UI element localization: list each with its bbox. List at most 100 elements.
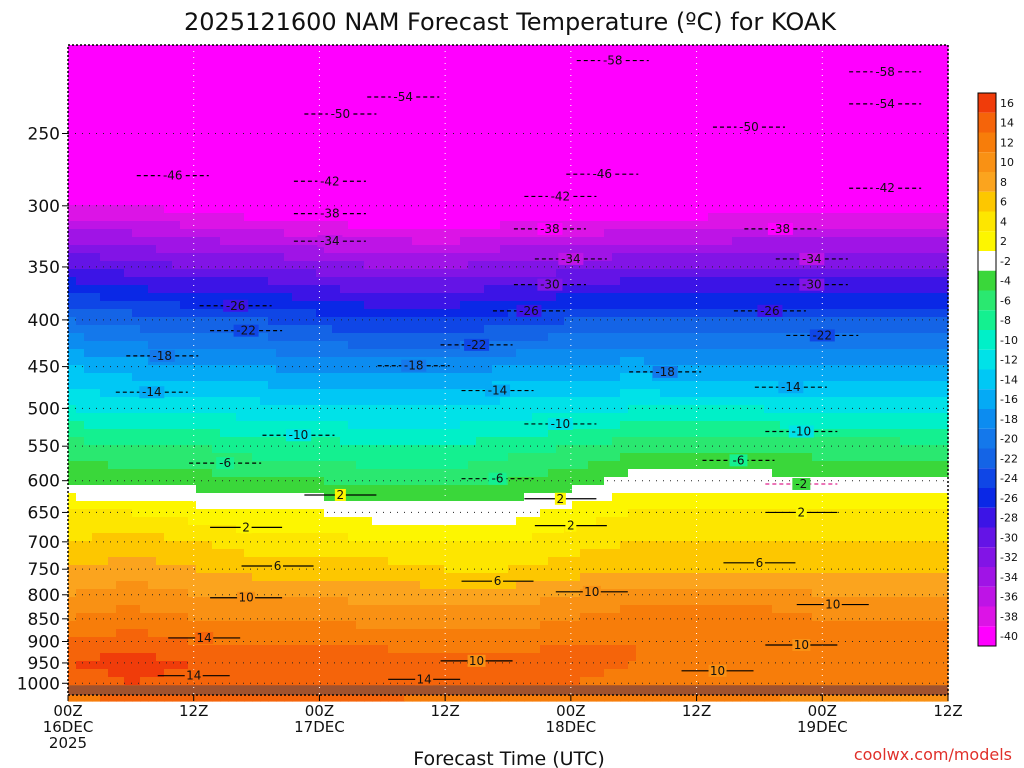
temperature-cell (132, 261, 141, 270)
temperature-cell (444, 645, 453, 654)
temperature-cell (404, 477, 413, 486)
temperature-cell (140, 157, 149, 166)
temperature-cell (148, 141, 157, 150)
temperature-cell (108, 429, 117, 438)
temperature-cell (68, 157, 77, 166)
temperature-cell (452, 277, 461, 286)
temperature-cell (548, 133, 557, 142)
temperature-cell (132, 101, 141, 110)
temperature-cell (476, 573, 485, 582)
temperature-cell (492, 141, 501, 150)
temperature-cell (452, 573, 461, 582)
temperature-cell (524, 85, 533, 94)
temperature-cell (124, 141, 133, 150)
temperature-cell (236, 581, 245, 590)
temperature-cell (396, 229, 405, 238)
temperature-cell (348, 229, 357, 238)
temperature-cell (92, 69, 101, 78)
temperature-cell (156, 677, 165, 686)
temperature-cell (356, 453, 365, 462)
temperature-cell (260, 253, 269, 262)
temperature-cell (332, 149, 341, 158)
temperature-cell (428, 413, 437, 422)
temperature-cell (484, 413, 493, 422)
temperature-cell (92, 653, 101, 662)
temperature-cell (204, 93, 213, 102)
temperature-cell (268, 245, 277, 254)
temperature-cell (484, 301, 493, 310)
temperature-cell (252, 693, 261, 702)
temperature-cell (524, 109, 533, 118)
temperature-cell (124, 509, 133, 518)
temperature-cell (108, 301, 117, 310)
temperature-cell (308, 213, 317, 222)
temperature-cell (300, 629, 309, 638)
temperature-cell (380, 253, 389, 262)
temperature-cell (124, 117, 133, 126)
temperature-cell (196, 477, 205, 486)
temperature-cell (116, 317, 125, 326)
temperature-cell (76, 45, 85, 54)
temperature-cell (404, 525, 413, 534)
temperature-cell (396, 453, 405, 462)
temperature-cell (500, 133, 509, 142)
temperature-cell (212, 157, 221, 166)
temperature-cell (68, 645, 77, 654)
temperature-cell (236, 373, 245, 382)
temperature-cell (204, 501, 213, 510)
temperature-cell (468, 605, 477, 614)
temperature-cell (452, 413, 461, 422)
temperature-cell (276, 277, 285, 286)
temperature-cell (428, 517, 437, 526)
temperature-cell (452, 165, 461, 174)
temperature-cell (244, 581, 253, 590)
temperature-cell (420, 237, 429, 246)
temperature-cell (364, 341, 373, 350)
temperature-cell (340, 245, 349, 254)
temperature-cell (348, 53, 357, 62)
temperature-cell (180, 77, 189, 86)
temperature-cell (252, 189, 261, 198)
temperature-cell (516, 53, 525, 62)
temperature-cell (404, 205, 413, 214)
temperature-cell (412, 317, 421, 326)
temperature-cell (484, 485, 493, 494)
temperature-cell (244, 341, 253, 350)
temperature-cell (204, 285, 213, 294)
temperature-cell (492, 453, 501, 462)
temperature-cell (436, 141, 445, 150)
temperature-cell (68, 53, 77, 62)
temperature-cell (452, 117, 461, 126)
temperature-cell (428, 549, 437, 558)
temperature-cell (148, 205, 157, 214)
temperature-cell (196, 229, 205, 238)
temperature-cell (292, 125, 301, 134)
temperature-cell (332, 405, 341, 414)
temperature-cell (460, 117, 469, 126)
temperature-cell (260, 669, 269, 678)
temperature-cell (292, 581, 301, 590)
temperature-cell (172, 445, 181, 454)
temperature-cell (388, 541, 397, 550)
temperature-cell (252, 413, 261, 422)
temperature-cell (172, 405, 181, 414)
temperature-cell (412, 221, 421, 230)
temperature-cell (492, 229, 501, 238)
temperature-cell (516, 509, 525, 518)
temperature-cell (340, 253, 349, 262)
temperature-cell (196, 349, 205, 358)
temperature-cell (340, 645, 349, 654)
temperature-cell (436, 229, 445, 238)
temperature-cell (356, 501, 365, 510)
temperature-cell (380, 149, 389, 158)
temperature-cell (444, 253, 453, 262)
temperature-cell (548, 205, 557, 214)
temperature-cell (476, 565, 485, 574)
temperature-cell (156, 421, 165, 430)
temperature-cell (284, 557, 293, 566)
temperature-cell (140, 477, 149, 486)
temperature-cell (356, 661, 365, 670)
temperature-cell (460, 525, 469, 534)
temperature-cell (212, 605, 221, 614)
temperature-cell (196, 189, 205, 198)
